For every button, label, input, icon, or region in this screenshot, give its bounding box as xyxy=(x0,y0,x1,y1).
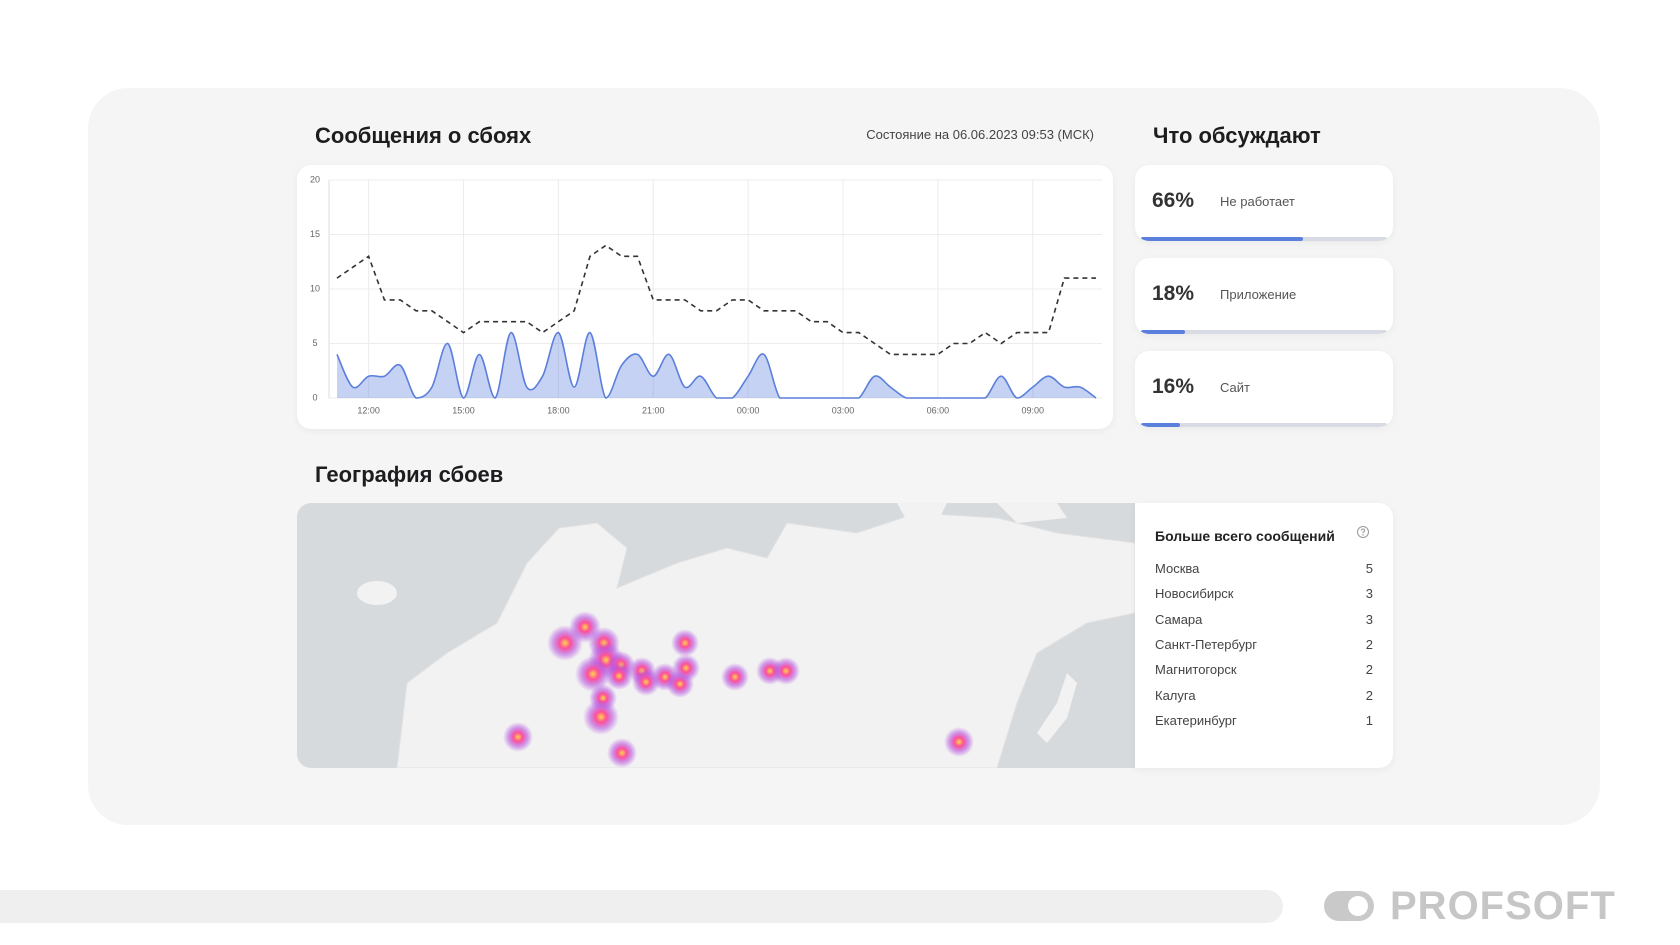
city: Москва xyxy=(1155,561,1200,576)
y-tick-label: 20 xyxy=(310,174,320,184)
chart-title: Сообщения о сбоях xyxy=(315,123,532,148)
count: 5 xyxy=(1365,561,1373,576)
map xyxy=(297,503,1135,768)
x-tick-label: 21:00 xyxy=(642,405,665,415)
list-row: Санкт-Петербург 2 xyxy=(1155,637,1373,657)
land xyxy=(1037,673,1077,743)
y-tick-label: 5 xyxy=(312,338,317,348)
topic-card: 18% Приложение xyxy=(1135,258,1393,334)
topic-label: Приложение xyxy=(1220,287,1297,302)
list-row: Екатеринбург 1 xyxy=(1155,713,1373,733)
x-tick-label: 00:00 xyxy=(737,405,760,415)
count: 2 xyxy=(1365,636,1373,652)
logo: PROFSOFT xyxy=(1390,884,1616,928)
x-tick-label: 06:00 xyxy=(927,405,950,415)
topic-percent: 16% xyxy=(1152,375,1195,398)
topic-label: Сайт xyxy=(1220,380,1250,395)
list-row: Новосибирск 3 xyxy=(1155,586,1373,606)
x-tick-label: 18:00 xyxy=(547,405,570,415)
logo-icon xyxy=(1324,891,1374,921)
count: 2 xyxy=(1365,687,1373,703)
heat-spots xyxy=(503,611,974,768)
topics-title: Что обсуждают xyxy=(1153,123,1321,148)
progress-bar xyxy=(1141,330,1186,334)
city: Санкт-Петербург xyxy=(1155,636,1257,652)
topic-percent: 18% xyxy=(1152,282,1195,305)
footer-bar xyxy=(0,890,1283,923)
progress-bar xyxy=(1141,423,1181,427)
land xyxy=(897,503,947,523)
x-tick-label: 15:00 xyxy=(452,405,475,415)
y-tick-label: 0 xyxy=(312,392,317,402)
chart-card: 0 5 10 15 20 12:00 15:00 18:00 21:00 00:00 03:00 06… xyxy=(297,165,1113,429)
area xyxy=(337,332,1096,398)
status: Состояние на 06.06.2023 09:53 (МСК) xyxy=(866,127,1094,142)
top-list: Больше всего сообщений Москва 5 Новосибирс… xyxy=(1135,503,1393,768)
map-svg xyxy=(297,503,1135,768)
topic-percent: 66% xyxy=(1152,189,1195,212)
count: 2 xyxy=(1365,662,1373,678)
x-tick-label: 12:00 xyxy=(357,405,380,415)
topic-label: Не работает xyxy=(1220,194,1295,209)
dashed-line xyxy=(336,244,1096,356)
count: 3 xyxy=(1365,586,1373,602)
land xyxy=(396,512,1135,768)
list-row: Калуга 2 xyxy=(1155,688,1373,708)
count: 1 xyxy=(1365,712,1373,728)
help-icon[interactable] xyxy=(1356,525,1370,539)
geo-title: География сбоев xyxy=(315,462,504,487)
city: Магнитогорск xyxy=(1155,662,1237,678)
progress-track xyxy=(1141,423,1387,427)
list-row: Магнитогорск 2 xyxy=(1155,662,1373,682)
area-line xyxy=(336,331,1097,399)
topic-card: 66% Не работает xyxy=(1135,165,1393,241)
land xyxy=(997,503,1067,523)
progress-bar xyxy=(1141,237,1304,241)
island xyxy=(357,581,397,605)
city: Новосибирск xyxy=(1155,586,1234,602)
chart: 0 5 10 15 20 12:00 15:00 18:00 21:00 00:00 03:00 06… xyxy=(310,174,1102,415)
y-tick-label: 10 xyxy=(310,283,320,293)
topic-card: 16% Сайт xyxy=(1135,351,1393,427)
count: 3 xyxy=(1365,611,1373,627)
progress-track xyxy=(1141,237,1387,241)
list-row: Москва 5 xyxy=(1155,561,1373,581)
y-tick-label: 15 xyxy=(310,229,320,239)
city: Самара xyxy=(1155,611,1203,627)
x-tick-label: 09:00 xyxy=(1021,405,1044,415)
city: Екатеринбург xyxy=(1155,712,1237,728)
list-title: Больше всего сообщений xyxy=(1155,528,1335,544)
city: Калуга xyxy=(1155,687,1196,703)
x-tick-label: 03:00 xyxy=(832,405,855,415)
list-row: Самара 3 xyxy=(1155,612,1373,632)
progress-track xyxy=(1141,330,1387,334)
